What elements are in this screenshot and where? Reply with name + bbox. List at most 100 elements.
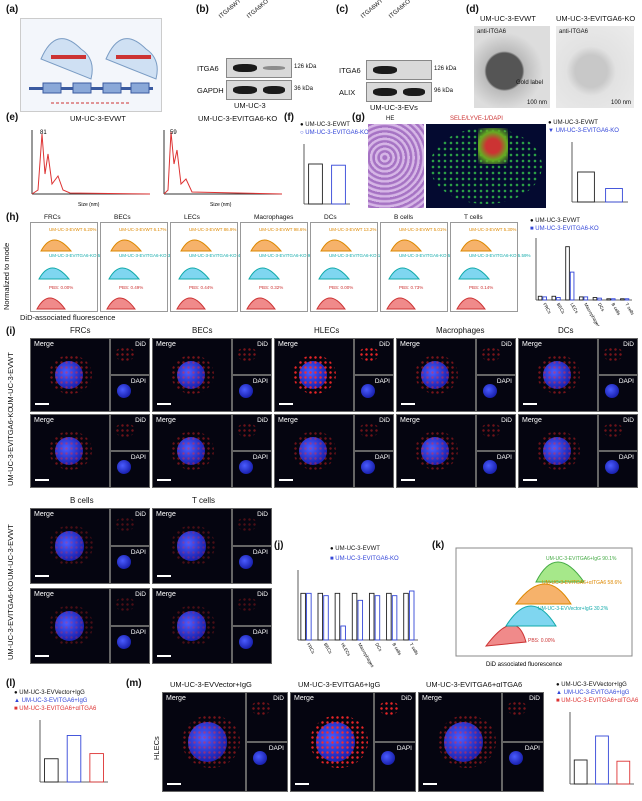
mw-label: 36 kDa bbox=[294, 86, 314, 92]
dapi-image: DAPI bbox=[353, 451, 394, 488]
merge-image: Merge bbox=[30, 508, 110, 584]
bar bbox=[317, 592, 324, 641]
hist-label: PBS: 0.00% bbox=[528, 638, 556, 644]
bar bbox=[334, 592, 341, 641]
dapi-image: DAPI bbox=[353, 375, 394, 412]
wt-label: UM-UC-3-EVWT 86.9% bbox=[189, 227, 237, 232]
dapi-image: DAPI bbox=[475, 451, 516, 488]
cell-type-title: T cells bbox=[192, 496, 215, 505]
did-image: DiD bbox=[475, 338, 516, 375]
pbs-label: PBS: 0.32% bbox=[259, 285, 284, 290]
bar bbox=[386, 592, 392, 641]
merge-image: Merge bbox=[30, 588, 110, 664]
legend-item: ● UM-UC-3-EVWT bbox=[330, 546, 380, 552]
bar bbox=[620, 298, 625, 301]
bar bbox=[578, 296, 584, 301]
tick-label: DCs bbox=[597, 302, 606, 313]
bar bbox=[573, 759, 588, 785]
did-image: DiD bbox=[373, 692, 416, 742]
bar bbox=[595, 735, 609, 785]
ko-label: UM-UC-3-EVITGA6-KO 5.48% bbox=[49, 253, 111, 258]
cell-type-title: BECs bbox=[192, 326, 213, 335]
bar bbox=[592, 297, 598, 301]
merge-image: Merge bbox=[418, 692, 502, 792]
did-image: DiD bbox=[597, 338, 638, 375]
dapi-image: DAPI bbox=[373, 742, 416, 792]
lane-label: ITGA6WT bbox=[360, 0, 385, 21]
bar bbox=[537, 295, 543, 301]
panel-a-label: (a) bbox=[6, 4, 19, 15]
blot-row-label: ITGA6 bbox=[339, 66, 361, 75]
lane-label: ITGA6WT bbox=[218, 0, 243, 21]
condition-title: UM-UC-3-EVITGA6+IgG bbox=[298, 680, 381, 689]
hist-label: UM-UC-3-EVITGA6+IgG 90.1% bbox=[546, 556, 617, 562]
scale-label: 100 nm bbox=[526, 100, 547, 106]
did-image: DiD bbox=[231, 338, 272, 375]
pbs-label: PBS: 0.00% bbox=[49, 285, 74, 290]
panel-h-label: (h) bbox=[6, 212, 19, 223]
legend-item: ■ UM-UC-3-EVITGA6+αITGA6 bbox=[14, 706, 97, 712]
bar-chart-l bbox=[39, 720, 108, 783]
pbs-label: PBS: 0.44% bbox=[189, 285, 214, 290]
ko-label: UM-UC-3-EVITGA6-KO 5.59% bbox=[469, 253, 531, 258]
histogram-title: Macrophages bbox=[254, 214, 294, 221]
legend-item: ● UM-UC-3-EVWT bbox=[530, 218, 580, 224]
merge-image: Merge bbox=[274, 414, 354, 488]
bar bbox=[556, 297, 561, 301]
x-label: DiD-associated fluorescence bbox=[20, 313, 116, 322]
merge-image: Merge bbox=[152, 508, 232, 584]
panel-b-label: (b) bbox=[196, 4, 209, 15]
histogram-frcs: UM-UC-3-EVWT 6.20% UM-UC-3-EVITGA6-KO 5.4… bbox=[30, 222, 111, 312]
merge-image: Merge bbox=[518, 414, 598, 488]
dapi-image: DAPI bbox=[475, 375, 516, 412]
dapi-image: DAPI bbox=[109, 626, 150, 664]
bar bbox=[616, 760, 631, 785]
histogram-lecs: UM-UC-3-EVWT 86.9% UM-UC-3-EVITGA6-KO 47.… bbox=[170, 222, 251, 312]
bar bbox=[597, 297, 602, 301]
dapi-image: DAPI bbox=[597, 375, 638, 412]
bar bbox=[565, 246, 570, 301]
legend-item: ▲ UM-UC-3-EVITGA6+IgG bbox=[556, 690, 630, 696]
dapi-image: DAPI bbox=[245, 742, 288, 792]
col-label: SELE/LYVE-1/DAPI bbox=[450, 116, 503, 122]
bar-chart-f bbox=[303, 144, 350, 205]
legend-item: ● UM-UC-3-EVWT bbox=[548, 120, 598, 126]
wt-label: UM-UC-3-EVWT 6.20% bbox=[49, 227, 97, 232]
did-image: DiD bbox=[109, 338, 150, 375]
dapi-image: DAPI bbox=[109, 451, 150, 488]
panel-g-label: (g) bbox=[352, 112, 365, 123]
tick-label: T cells bbox=[624, 302, 635, 316]
ko-label: UM-UC-3-EVITGA6-KO 3.35% bbox=[119, 253, 181, 258]
wt-label: UM-UC-3-EVWT 5.01% bbox=[399, 227, 447, 232]
blot-itga6-ev bbox=[366, 60, 432, 80]
ko-label: UM-UC-3-EVITGA6-KO 12.2% bbox=[329, 253, 391, 258]
bar bbox=[89, 753, 104, 783]
panel-d-label: (d) bbox=[466, 4, 479, 15]
bar bbox=[308, 163, 323, 205]
bar bbox=[300, 592, 306, 641]
legend-item: ▼ UM-UC-3-EVITGA6-KO bbox=[548, 128, 619, 134]
bar bbox=[408, 590, 415, 641]
pbs-label: PBS: 0.14% bbox=[469, 285, 494, 290]
wt-label: UM-UC-3-EVWT 5.30% bbox=[469, 227, 517, 232]
bar-chart-g bbox=[571, 142, 628, 203]
lane-label: ITGA6KO bbox=[388, 0, 412, 21]
bar bbox=[351, 592, 358, 641]
histogram-becs: UM-UC-3-EVWT 6.17% UM-UC-3-EVITGA6-KO 3.3… bbox=[100, 222, 181, 312]
bar bbox=[610, 298, 616, 301]
bar-chart-j: FRCs BECs HLECs Macrophages DCs B cells T cell… bbox=[297, 570, 420, 669]
histogram-title: BECs bbox=[114, 214, 131, 221]
dapi-image: DAPI bbox=[597, 451, 638, 488]
bar bbox=[577, 171, 595, 203]
if-image bbox=[426, 124, 546, 208]
panel-c-label: (c) bbox=[336, 4, 349, 15]
x-label: Size (nm) bbox=[210, 202, 232, 208]
mw-label: 126 kDa bbox=[294, 64, 317, 70]
blot-caption: UM-UC-3-EVs bbox=[370, 103, 418, 112]
gold-label: Gold label bbox=[516, 80, 544, 86]
bar bbox=[357, 599, 364, 641]
x-label: Size (nm) bbox=[78, 202, 100, 208]
did-image: DiD bbox=[109, 588, 150, 626]
mw-label: 96 kDa bbox=[434, 88, 454, 94]
did-image: DiD bbox=[597, 414, 638, 451]
